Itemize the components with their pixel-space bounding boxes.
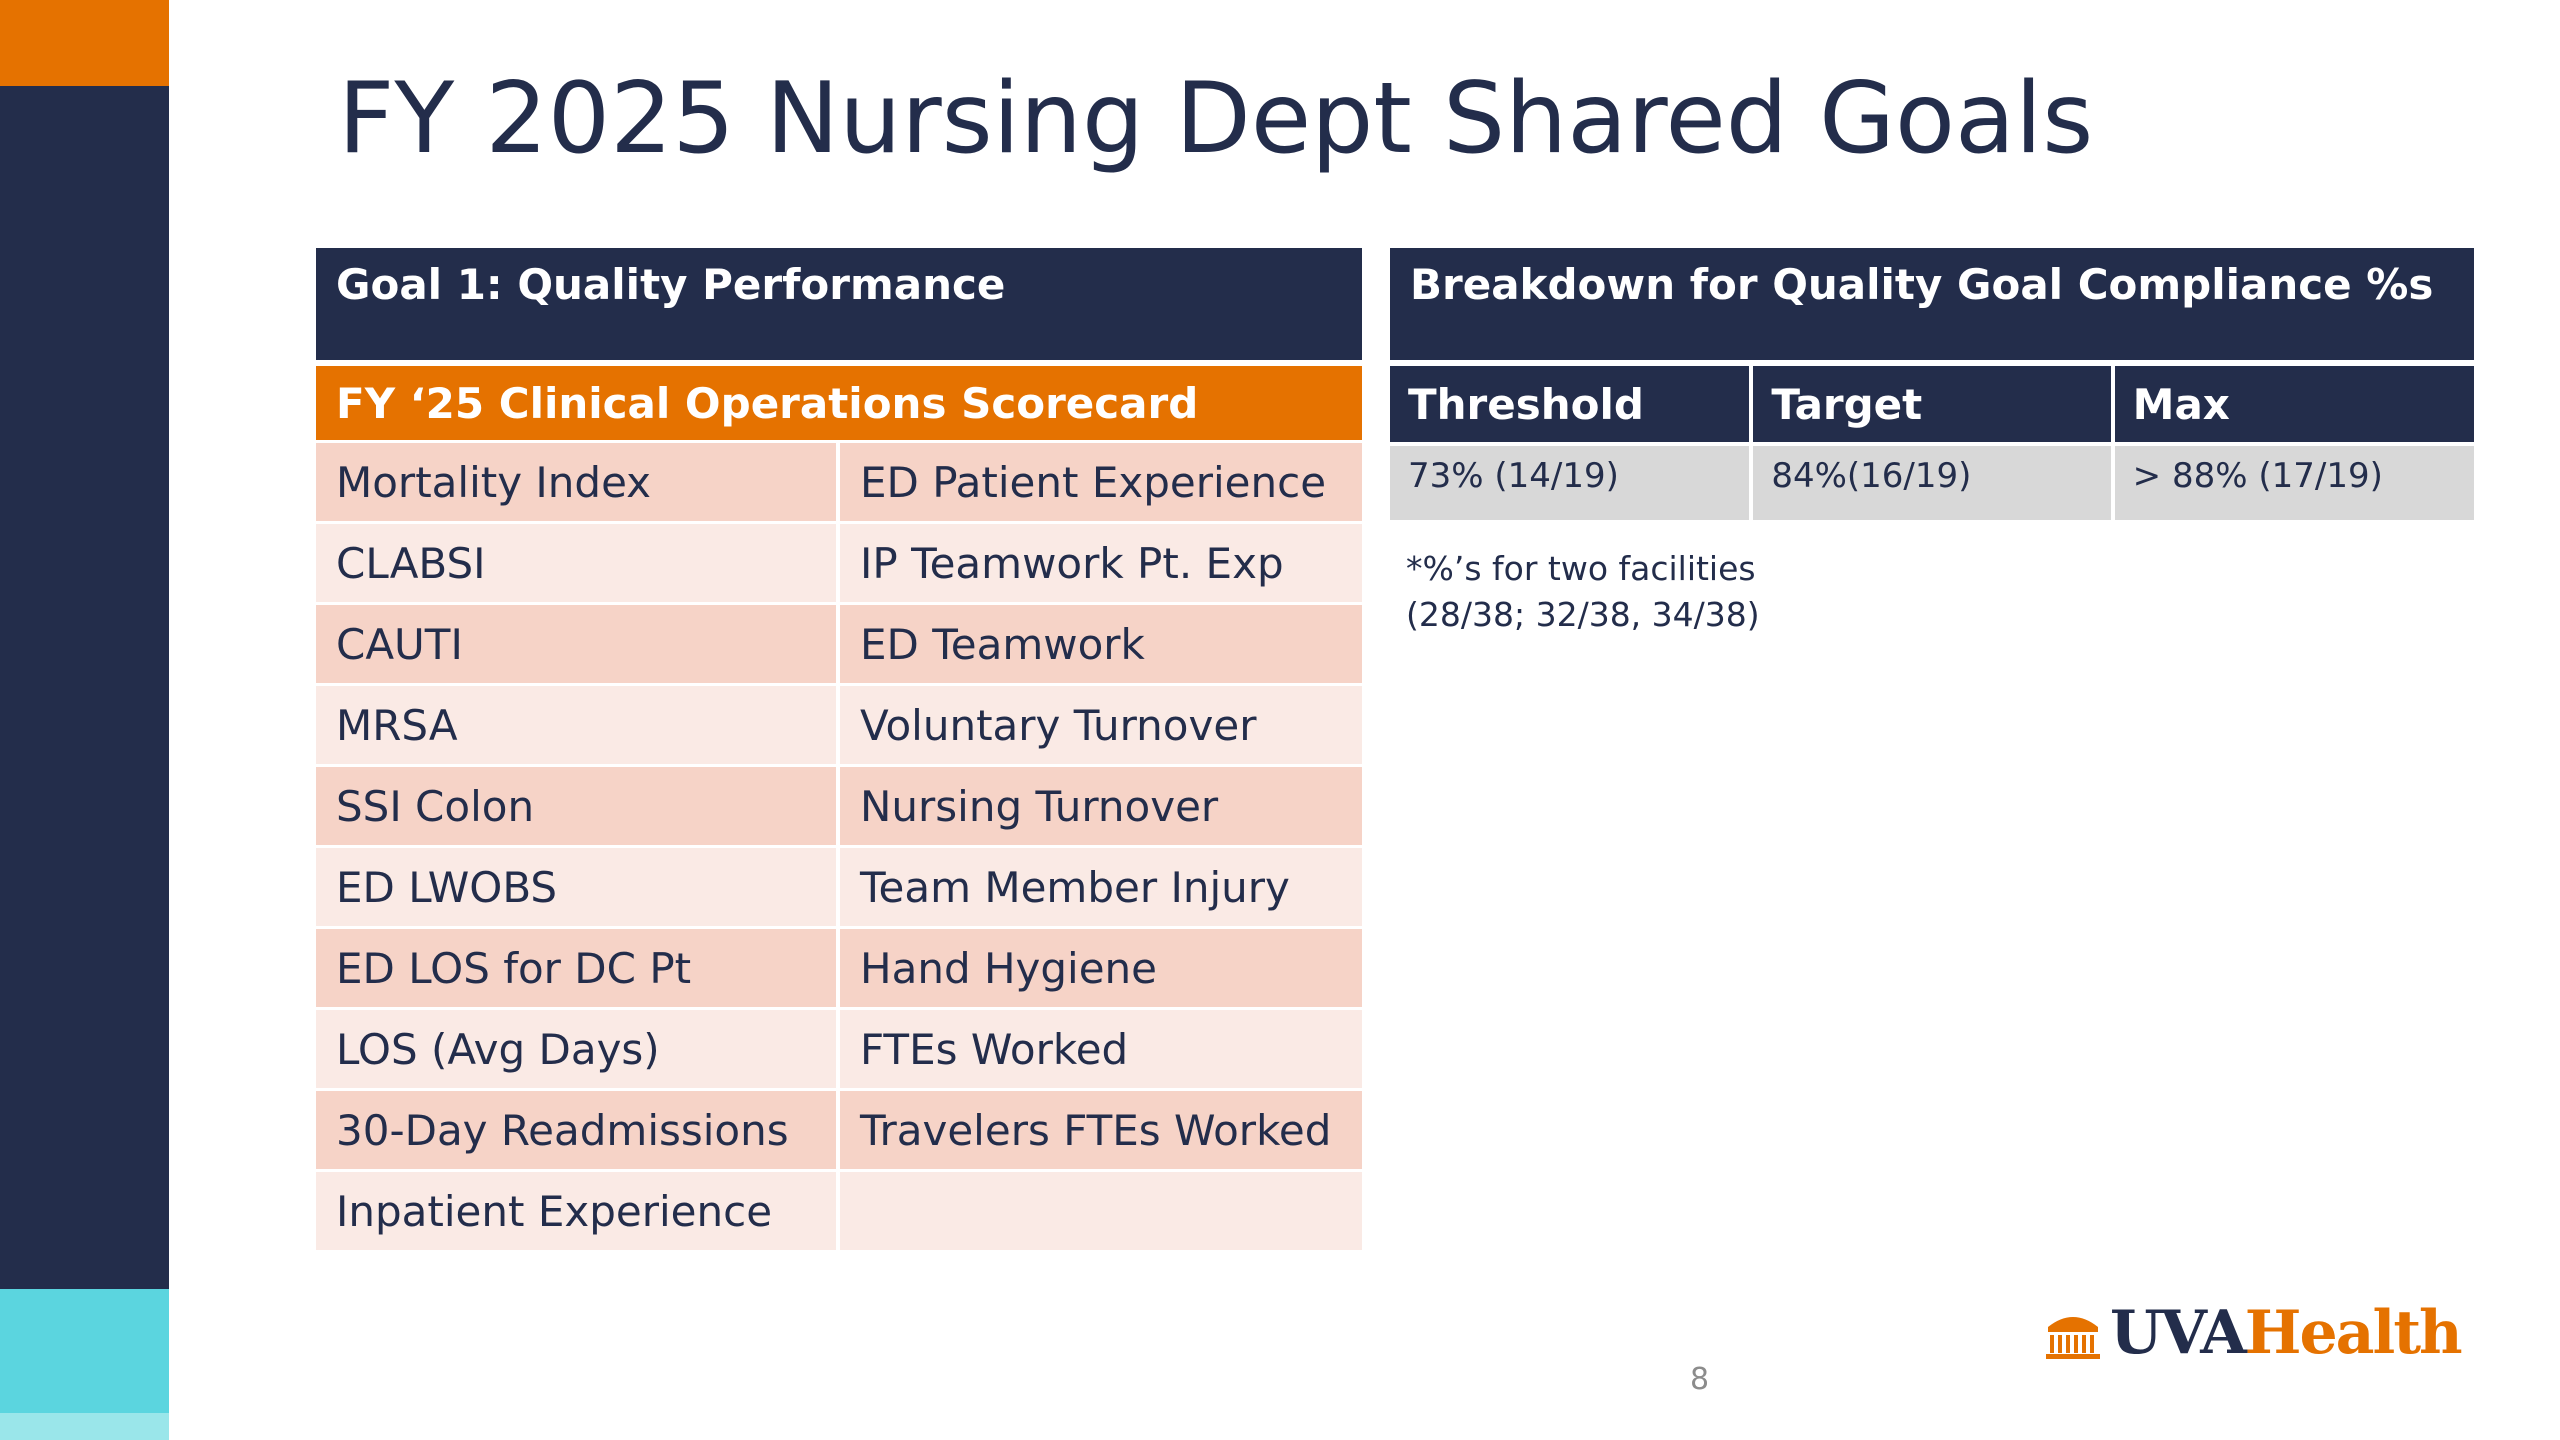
scorecard-metric-right: FTEs Worked — [838, 1007, 1362, 1090]
goal-header: Goal 1: Quality Performance — [316, 248, 1362, 360]
scorecard-metric-right: Travelers FTEs Worked — [838, 1088, 1362, 1171]
page-number: 8 — [1690, 1362, 1710, 1397]
scorecard-metric-right: Hand Hygiene — [838, 926, 1362, 1009]
breakdown-panel: Breakdown for Quality Goal Compliance %s… — [1390, 248, 2474, 638]
table-row: ED LWOBS Team Member Injury — [316, 845, 1362, 928]
table-row: CLABSI IP Teamwork Pt. Exp — [316, 521, 1362, 604]
logo-wordmark: UVAHealth — [2110, 1298, 2463, 1368]
scorecard-metric-left: CAUTI — [316, 602, 840, 685]
logo-text-health: Health — [2244, 1298, 2463, 1368]
scorecard-metric-right: ED Teamwork — [838, 602, 1362, 685]
table-row: LOS (Avg Days) FTEs Worked — [316, 1007, 1362, 1090]
scorecard-metric-right: Voluntary Turnover — [838, 683, 1362, 766]
scorecard-metric-right: Team Member Injury — [838, 845, 1362, 928]
max-header: Max — [2112, 366, 2474, 444]
scorecard-table: Mortality Index ED Patient Experience CLAB… — [316, 440, 1362, 1250]
target-header: Target — [1751, 366, 2115, 444]
accent-bar-cyan — [0, 1289, 169, 1413]
scorecard-metric-right — [838, 1169, 1362, 1250]
scorecard-metric-right: Nursing Turnover — [838, 764, 1362, 847]
scorecard-metric-left: LOS (Avg Days) — [316, 1007, 840, 1090]
table-row: 30-Day Readmissions Travelers FTEs Worked — [316, 1088, 1362, 1171]
scorecard-metric-left: SSI Colon — [316, 764, 840, 847]
threshold-header: Threshold — [1390, 366, 1754, 444]
scorecard-metric-left: Mortality Index — [316, 440, 840, 523]
compliance-table: Threshold Target Max 73% (14/19) 84%(16/… — [1390, 366, 2474, 520]
note-line-2: (28/38; 32/38, 34/38) — [1406, 595, 1760, 634]
compliance-header-row: Threshold Target Max — [1390, 366, 2474, 444]
table-row: MRSA Voluntary Turnover — [316, 683, 1362, 766]
breakdown-header: Breakdown for Quality Goal Compliance %s — [1390, 248, 2474, 360]
target-value: 84%(16/19) — [1751, 442, 2115, 520]
scorecard-metric-left: ED LOS for DC Pt — [316, 926, 840, 1009]
table-row: Mortality Index ED Patient Experience — [316, 440, 1362, 523]
scorecard-metric-left: MRSA — [316, 683, 840, 766]
scorecard-metric-left: ED LWOBS — [316, 845, 840, 928]
accent-bar-orange — [0, 0, 169, 86]
note-line-1: *%’s for two facilities — [1406, 549, 1756, 588]
table-row: ED LOS for DC Pt Hand Hygiene — [316, 926, 1362, 1009]
accent-bar-navy — [0, 86, 169, 1289]
scorecard-metric-right: IP Teamwork Pt. Exp — [838, 521, 1362, 604]
compliance-value-row: 73% (14/19) 84%(16/19) > 88% (17/19) — [1390, 442, 2474, 520]
max-value: > 88% (17/19) — [2112, 442, 2474, 520]
threshold-value: 73% (14/19) — [1390, 442, 1754, 520]
scorecard-metric-left: Inpatient Experience — [316, 1169, 840, 1250]
accent-bar-cyan-light — [0, 1413, 169, 1440]
logo-text-uva: UVA — [2110, 1298, 2247, 1368]
scorecard-metric-left: 30-Day Readmissions — [316, 1088, 840, 1171]
scorecard-metric-right: ED Patient Experience — [838, 440, 1362, 523]
table-row: Inpatient Experience — [316, 1169, 1362, 1250]
facilities-note: *%’s for two facilities (28/38; 32/38, 3… — [1406, 546, 2474, 638]
table-row: SSI Colon Nursing Turnover — [316, 764, 1362, 847]
uva-health-logo: UVAHealth — [2044, 1298, 2463, 1368]
slide-title: FY 2025 Nursing Dept Shared Goals — [338, 62, 2094, 176]
scorecard-metric-left: CLABSI — [316, 521, 840, 604]
table-row: CAUTI ED Teamwork — [316, 602, 1362, 685]
goal-panel: Goal 1: Quality Performance FY ‘25 Clini… — [316, 248, 1362, 1250]
rotunda-icon — [2046, 1317, 2100, 1359]
scorecard-header: FY ‘25 Clinical Operations Scorecard — [316, 366, 1362, 440]
